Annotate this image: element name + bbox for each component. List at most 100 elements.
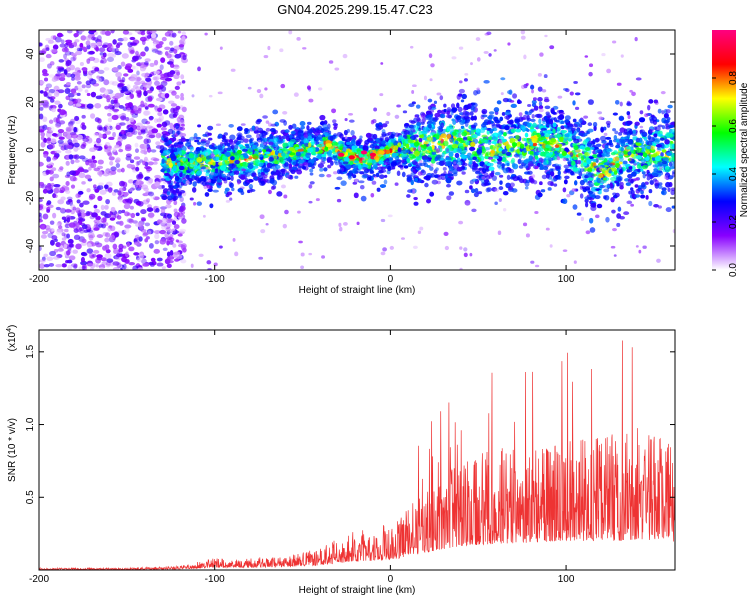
spectrogram-cell bbox=[512, 175, 519, 182]
spectrogram-cell bbox=[640, 194, 646, 199]
spectrogram-cell bbox=[211, 168, 216, 173]
spectrogram-cell bbox=[72, 91, 78, 96]
spectrogram-cell bbox=[270, 123, 277, 127]
spectrogram-cell bbox=[291, 123, 297, 129]
spectrogram-cell bbox=[205, 140, 211, 145]
spectrogram-cell bbox=[126, 163, 133, 169]
spectrogram-cell bbox=[488, 166, 495, 171]
spectrogram-cell bbox=[177, 144, 184, 149]
spectrogram-cell bbox=[461, 93, 467, 100]
spectrogram-cell bbox=[55, 206, 61, 211]
spectrogram-cell bbox=[185, 161, 191, 166]
spectrogram-cell bbox=[129, 49, 135, 54]
spectrogram-cell bbox=[59, 186, 66, 193]
spectrogram-cell bbox=[240, 174, 246, 180]
spectrogram-cell bbox=[410, 134, 415, 140]
spectrogram-cell bbox=[117, 37, 124, 42]
spectrogram-cell bbox=[654, 160, 659, 165]
spectrogram-cell bbox=[92, 253, 97, 258]
spectrogram-cell bbox=[134, 51, 141, 56]
spectrogram-cell bbox=[307, 135, 313, 140]
spectrogram-cell bbox=[129, 159, 135, 164]
spectrogram-cell bbox=[243, 138, 249, 143]
spectrogram-cell bbox=[174, 258, 180, 262]
spectrogram-cell bbox=[407, 189, 414, 193]
spectrogram-cell bbox=[70, 56, 76, 62]
spectrogram-cell bbox=[85, 40, 91, 46]
spectrogram-cell bbox=[647, 104, 651, 111]
spectrogram-cell bbox=[41, 230, 49, 235]
spectrogram-cell bbox=[510, 103, 517, 109]
spectrogram-cell bbox=[72, 206, 77, 211]
spectrogram-cell bbox=[63, 53, 67, 60]
spectrogram-cell bbox=[39, 263, 45, 269]
spectrogram-cell bbox=[239, 135, 245, 140]
spectrogram-cell bbox=[555, 139, 559, 145]
spectrogram-cell bbox=[51, 132, 58, 137]
spectrogram-cell bbox=[81, 266, 86, 270]
spectrogram-cell bbox=[159, 229, 167, 235]
spectrogram-cell bbox=[178, 165, 185, 171]
spectrogram-cell bbox=[154, 50, 162, 55]
spectrogram-cell bbox=[100, 204, 105, 211]
spectrogram-cell bbox=[125, 155, 132, 161]
spectrogram-cell bbox=[65, 67, 71, 72]
spectrogram-cell bbox=[67, 139, 73, 145]
spectrogram-cell bbox=[59, 166, 64, 171]
spectrogram-cell bbox=[305, 152, 311, 159]
spectrogram-cell bbox=[154, 174, 161, 179]
spectrogram-cell bbox=[137, 131, 142, 136]
spectrogram-cell bbox=[139, 63, 146, 69]
spectrogram-cell bbox=[138, 254, 144, 259]
spectrogram-cell bbox=[176, 71, 181, 76]
spectrogram-cell bbox=[155, 141, 161, 146]
spectrogram-cell bbox=[70, 73, 76, 79]
spectrogram-cell bbox=[44, 44, 50, 50]
spectrogram-cell bbox=[545, 111, 550, 115]
spectrogram-cell bbox=[104, 142, 111, 148]
spectrogram-cell bbox=[614, 130, 619, 135]
spectrogram-cell bbox=[615, 139, 620, 143]
spectrogram-cell bbox=[148, 115, 154, 120]
spectrogram-cell bbox=[142, 232, 149, 236]
spectrogram-cell bbox=[46, 164, 53, 169]
spectrogram-cell bbox=[463, 78, 468, 82]
spectrogram-cell bbox=[85, 83, 92, 89]
spectrogram-cell bbox=[323, 120, 328, 125]
spectrogram-cell bbox=[527, 170, 533, 175]
spectrogram-cell bbox=[152, 161, 158, 165]
spectrogram-cell bbox=[145, 166, 153, 172]
spectrogram-cell bbox=[120, 61, 126, 67]
spectrogram-cell bbox=[570, 171, 575, 176]
spectrogram-cell bbox=[563, 164, 570, 169]
spectrogram-cell bbox=[574, 92, 581, 96]
spectrogram-cell bbox=[76, 80, 82, 85]
spectrogram-cell bbox=[207, 188, 213, 192]
spectrogram-cell bbox=[641, 131, 648, 138]
spectrogram-cell bbox=[147, 230, 152, 235]
spectrogram-cell bbox=[515, 128, 522, 133]
spectrogram-cell bbox=[323, 151, 328, 155]
spectrogram-cell bbox=[73, 228, 79, 233]
spectrogram-cell bbox=[145, 125, 153, 129]
spectrogram-cell bbox=[55, 241, 61, 248]
spectrogram-cell bbox=[110, 126, 116, 132]
spectrogram-cell bbox=[58, 103, 63, 109]
spectrogram-cell bbox=[126, 241, 131, 247]
spectrogram-cell bbox=[572, 156, 578, 161]
spectrogram-cell bbox=[115, 157, 121, 163]
spectrogram-cell bbox=[43, 99, 49, 106]
spectrogram-cell bbox=[402, 149, 408, 155]
spectrogram-cell bbox=[277, 152, 283, 158]
spectrogram-cell bbox=[626, 168, 633, 173]
spectrogram-cell bbox=[217, 172, 222, 178]
spectrogram-cell bbox=[118, 210, 122, 214]
spectrogram-cell bbox=[125, 202, 131, 207]
spectrogram-cell bbox=[515, 134, 520, 140]
spectrogram-cell bbox=[385, 120, 390, 125]
spectrogram-cell bbox=[46, 200, 52, 205]
spectrogram-cell bbox=[496, 163, 502, 168]
spectrogram-cell bbox=[95, 242, 103, 248]
spectrogram-cell bbox=[130, 108, 135, 115]
spectrogram-cell bbox=[445, 177, 452, 184]
